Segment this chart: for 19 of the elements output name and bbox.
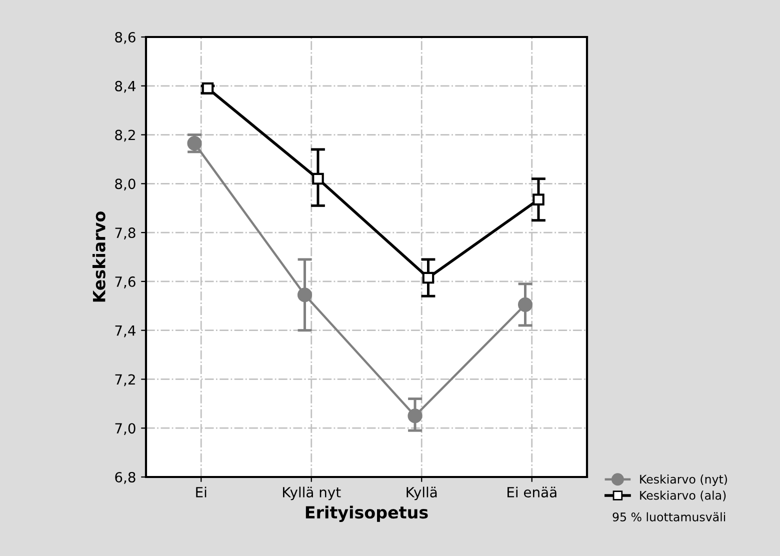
y-tick-label: 7,0 bbox=[115, 423, 136, 435]
text: 95 % luottamusväli bbox=[612, 512, 726, 522]
legend-label: Keskiarvo (ala) bbox=[640, 490, 726, 502]
y-tick-label: 8,4 bbox=[115, 80, 136, 93]
x-axis-title: Erityisopetus bbox=[306, 506, 428, 522]
y-tick-label: 8,2 bbox=[115, 130, 135, 142]
y-axis-title: Keskiarvo bbox=[92, 212, 106, 302]
y-tick-label: 7,4 bbox=[115, 325, 136, 338]
x-tick-label: Kyllä bbox=[406, 486, 437, 500]
y-tick-label: 7,8 bbox=[115, 228, 136, 240]
y-tick-label: 7,2 bbox=[115, 374, 135, 386]
x-tick-label: Ei enää bbox=[508, 486, 556, 498]
y-tick-label: 6,8 bbox=[115, 472, 136, 484]
y-tick-label: 8,0 bbox=[115, 178, 136, 191]
y-tick-label: 8,6 bbox=[115, 32, 136, 44]
x-tick-label: Ei bbox=[196, 486, 206, 498]
x-tick-label: Kyllä nyt bbox=[283, 486, 341, 500]
legend-label: Keskiarvo (nyt) bbox=[640, 474, 727, 486]
y-tick-label: 7,6 bbox=[115, 276, 136, 288]
